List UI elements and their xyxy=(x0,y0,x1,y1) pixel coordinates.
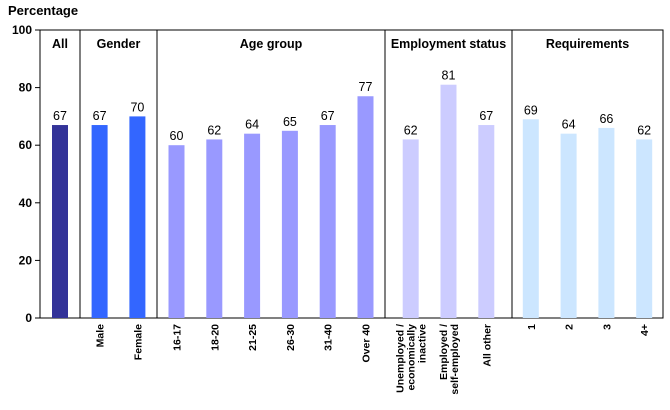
data-label: 69 xyxy=(524,103,538,117)
bar xyxy=(560,133,577,318)
category-label-line: Unemployed / xyxy=(395,324,407,393)
data-label: 64 xyxy=(245,118,259,132)
category-label: All other xyxy=(481,324,493,367)
plot-frame xyxy=(39,29,664,319)
bar xyxy=(206,139,223,318)
category-label: Employed /self-employed xyxy=(438,324,461,395)
bar xyxy=(129,116,146,319)
category-label-line: 18-20 xyxy=(209,324,221,351)
y-axis-ticks: 0 20 40 60 80 100 xyxy=(12,23,40,325)
data-label: 62 xyxy=(207,123,221,137)
category-label: 26-30 xyxy=(285,324,297,351)
category-label-line: 2 xyxy=(564,324,576,330)
category-label-line: 3 xyxy=(601,324,613,330)
category-label: 4+ xyxy=(639,324,651,336)
data-label: 65 xyxy=(283,115,297,129)
data-label: 60 xyxy=(170,129,184,143)
category-label: 2 xyxy=(564,324,576,330)
y-tick-label: 40 xyxy=(19,196,33,210)
category-label: 18-20 xyxy=(209,324,221,351)
y-tick-label: 20 xyxy=(19,253,33,267)
category-label-line: 31-40 xyxy=(323,324,335,351)
bar xyxy=(636,139,653,318)
y-tick-label: 80 xyxy=(19,81,33,95)
y-tick-label: 0 xyxy=(25,311,32,325)
bar xyxy=(522,119,539,318)
axes xyxy=(39,29,664,319)
y-axis-title: Percentage xyxy=(8,3,78,18)
category-label: Unemployed /economicallyinactive xyxy=(395,324,429,393)
group-label: Gender xyxy=(97,37,141,51)
data-label: 64 xyxy=(562,118,576,132)
data-label: 81 xyxy=(442,69,456,83)
category-label-line: 16-17 xyxy=(172,324,184,351)
data-label: 62 xyxy=(404,123,418,137)
category-label-line: Female xyxy=(132,324,144,360)
category-label-line: Male xyxy=(95,324,107,348)
data-labels: 67 67 70 60 62 64 65 67 77 62 81 67 69 64 66 62 xyxy=(53,69,651,143)
y-tick-label: 100 xyxy=(12,23,32,37)
category-label-line: Employed / xyxy=(438,324,450,380)
category-label: 1 xyxy=(526,324,538,330)
bars xyxy=(52,84,653,319)
category-label-line: self-employed xyxy=(449,324,461,395)
category-label: 3 xyxy=(601,324,613,330)
bar xyxy=(52,125,68,318)
bar xyxy=(440,84,457,318)
category-label: Female xyxy=(132,324,144,360)
data-label: 62 xyxy=(637,123,651,137)
data-label: 66 xyxy=(599,112,613,126)
category-label: Male xyxy=(95,324,107,348)
category-label: 31-40 xyxy=(323,324,335,351)
category-label-line: inactive xyxy=(417,324,429,363)
data-label: 70 xyxy=(130,100,144,114)
group-label: Age group xyxy=(240,37,303,51)
group-separators xyxy=(79,30,513,318)
data-label: 67 xyxy=(479,109,493,123)
category-label: Over 40 xyxy=(361,324,373,363)
category-label-line: All other xyxy=(481,324,493,367)
bar xyxy=(168,145,185,318)
bar xyxy=(598,127,615,318)
category-label-line: 26-30 xyxy=(285,324,297,351)
bar xyxy=(402,139,419,318)
bar xyxy=(91,125,108,318)
group-label: All xyxy=(52,37,68,51)
category-label-line: 1 xyxy=(526,324,538,330)
bar xyxy=(478,125,495,318)
data-label: 67 xyxy=(93,109,107,123)
group-label: Employment status xyxy=(391,37,506,51)
data-label: 77 xyxy=(359,80,373,94)
bar xyxy=(357,96,374,319)
category-label-line: 4+ xyxy=(639,324,651,336)
category-label-line: Over 40 xyxy=(361,324,373,363)
group-label: Requirements xyxy=(546,37,629,51)
group-labels: All Gender Age group Employment status Requi… xyxy=(52,37,629,51)
bar xyxy=(281,130,298,318)
bar xyxy=(319,125,336,318)
category-labels: Male Female 16-17 18-20 21-25 26-30 31-40 Over … xyxy=(95,324,652,395)
category-label: 21-25 xyxy=(247,324,259,351)
data-label: 67 xyxy=(321,109,335,123)
category-label-line: economically xyxy=(406,324,418,391)
category-label: 16-17 xyxy=(172,324,184,351)
category-label-line: 21-25 xyxy=(247,324,259,351)
y-tick-label: 60 xyxy=(19,138,33,152)
bar xyxy=(244,133,261,318)
data-label: 67 xyxy=(53,109,67,123)
